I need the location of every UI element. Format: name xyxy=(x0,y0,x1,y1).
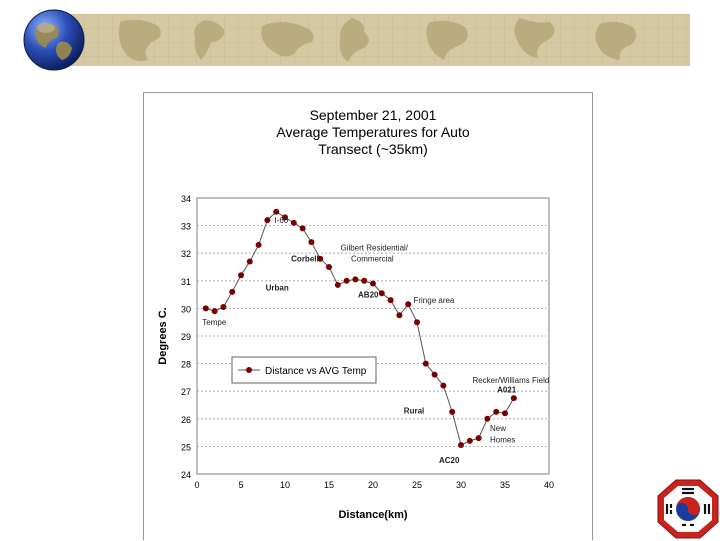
data-point xyxy=(202,305,209,312)
chart-annotations: I-60 Gilbert Residential/Commercial Corbel… xyxy=(202,216,549,465)
taegeuk-emblem-icon xyxy=(657,479,719,539)
data-point xyxy=(414,319,420,326)
map-continents xyxy=(118,18,636,62)
data-point xyxy=(466,437,473,444)
data-point xyxy=(211,308,218,315)
x-tick-label: 30 xyxy=(456,480,466,490)
x-tick-label: 40 xyxy=(544,480,554,490)
x-tick-label: 10 xyxy=(280,480,290,490)
x-tick-label: 0 xyxy=(194,480,199,490)
chart-annotation: Fringe area xyxy=(413,296,454,305)
x-tick-label: 20 xyxy=(368,480,378,490)
data-point xyxy=(220,304,227,311)
y-tick-label: 34 xyxy=(181,194,191,204)
chart-annotation: Tempe xyxy=(202,318,227,327)
x-tick-labels: 0 5 10 15 20 25 30 35 40 xyxy=(194,480,554,490)
x-tick-label: 5 xyxy=(238,480,243,490)
chart-annotation: AB20 xyxy=(358,290,379,299)
chart-annotation: Recker/Williams Field xyxy=(472,376,549,385)
chart-annotation: New xyxy=(490,424,506,433)
y-tick-label: 27 xyxy=(181,387,191,397)
data-point xyxy=(334,281,341,288)
y-tick-label: 31 xyxy=(181,277,191,287)
data-point xyxy=(449,408,456,415)
series-points xyxy=(202,208,517,449)
data-point xyxy=(361,277,368,284)
data-point xyxy=(290,219,297,226)
legend-entry: Distance vs AVG Temp xyxy=(265,366,367,377)
globe-icon xyxy=(23,9,85,71)
x-tick-label: 25 xyxy=(412,480,422,490)
y-tick-label: 26 xyxy=(181,415,191,425)
chart-annotation: I-60 xyxy=(274,216,288,225)
legend: Distance vs AVG Temp xyxy=(231,356,377,384)
chart-annotation: AC20 xyxy=(439,456,460,465)
x-tick-label: 15 xyxy=(324,480,334,490)
y-tick-label: 25 xyxy=(181,442,191,452)
data-point xyxy=(475,435,482,442)
legend-marker xyxy=(246,367,252,373)
chart-annotation: Urban xyxy=(266,283,289,292)
chart-annotation: Corbell xyxy=(291,254,319,263)
chart-annotation: Homes xyxy=(490,435,515,444)
map-banner xyxy=(58,14,690,66)
data-point xyxy=(396,312,403,319)
data-point xyxy=(387,297,394,304)
data-point xyxy=(510,395,517,402)
chart-title-line-1: September 21, 2001 xyxy=(310,107,437,123)
y-tick-labels: 24 25 26 27 28 29 30 31 32 33 34 xyxy=(181,194,191,480)
chart-annotation: Gilbert Residential/ xyxy=(340,243,408,252)
chart-title-line-2: Average Temperatures for Auto xyxy=(276,124,469,140)
data-point xyxy=(326,264,332,270)
data-point xyxy=(229,288,236,295)
y-tick-label: 30 xyxy=(181,304,191,314)
data-point xyxy=(282,214,288,221)
chart-title-line-3: Transect (~35km) xyxy=(318,141,428,157)
data-point xyxy=(431,371,438,378)
data-point xyxy=(255,241,262,248)
x-axis-label: Distance(km) xyxy=(338,509,407,521)
y-tick-label: 24 xyxy=(181,470,191,480)
data-point xyxy=(370,280,376,287)
data-point xyxy=(458,442,464,449)
temperature-chart: September 21, 2001 Average Temperatures … xyxy=(157,107,554,521)
data-point xyxy=(343,277,350,284)
data-point xyxy=(422,360,429,367)
chart-annotation: A021 xyxy=(497,386,517,395)
chart-frame: September 21, 2001 Average Temperatures … xyxy=(143,92,593,540)
data-point xyxy=(264,217,271,224)
chart-annotation: Commercial xyxy=(351,254,394,263)
data-point xyxy=(246,258,253,265)
data-point xyxy=(484,415,491,422)
data-point xyxy=(238,272,244,279)
data-point xyxy=(405,301,412,308)
data-point xyxy=(378,290,385,297)
y-tick-label: 28 xyxy=(181,360,191,370)
data-point xyxy=(352,276,359,283)
y-tick-label: 29 xyxy=(181,332,191,342)
chart-title: September 21, 2001 Average Temperatures … xyxy=(276,107,469,157)
data-point xyxy=(440,382,447,389)
data-point xyxy=(502,410,508,417)
data-point xyxy=(493,408,500,415)
data-point xyxy=(273,208,280,215)
data-point xyxy=(299,225,306,232)
chart-annotation: Rural xyxy=(404,406,424,415)
data-point xyxy=(308,239,315,246)
x-tick-label: 35 xyxy=(500,480,510,490)
y-axis-label: Degrees C. xyxy=(157,307,169,364)
data-point xyxy=(317,255,324,262)
y-tick-label: 32 xyxy=(181,249,191,259)
y-tick-label: 33 xyxy=(181,222,191,232)
